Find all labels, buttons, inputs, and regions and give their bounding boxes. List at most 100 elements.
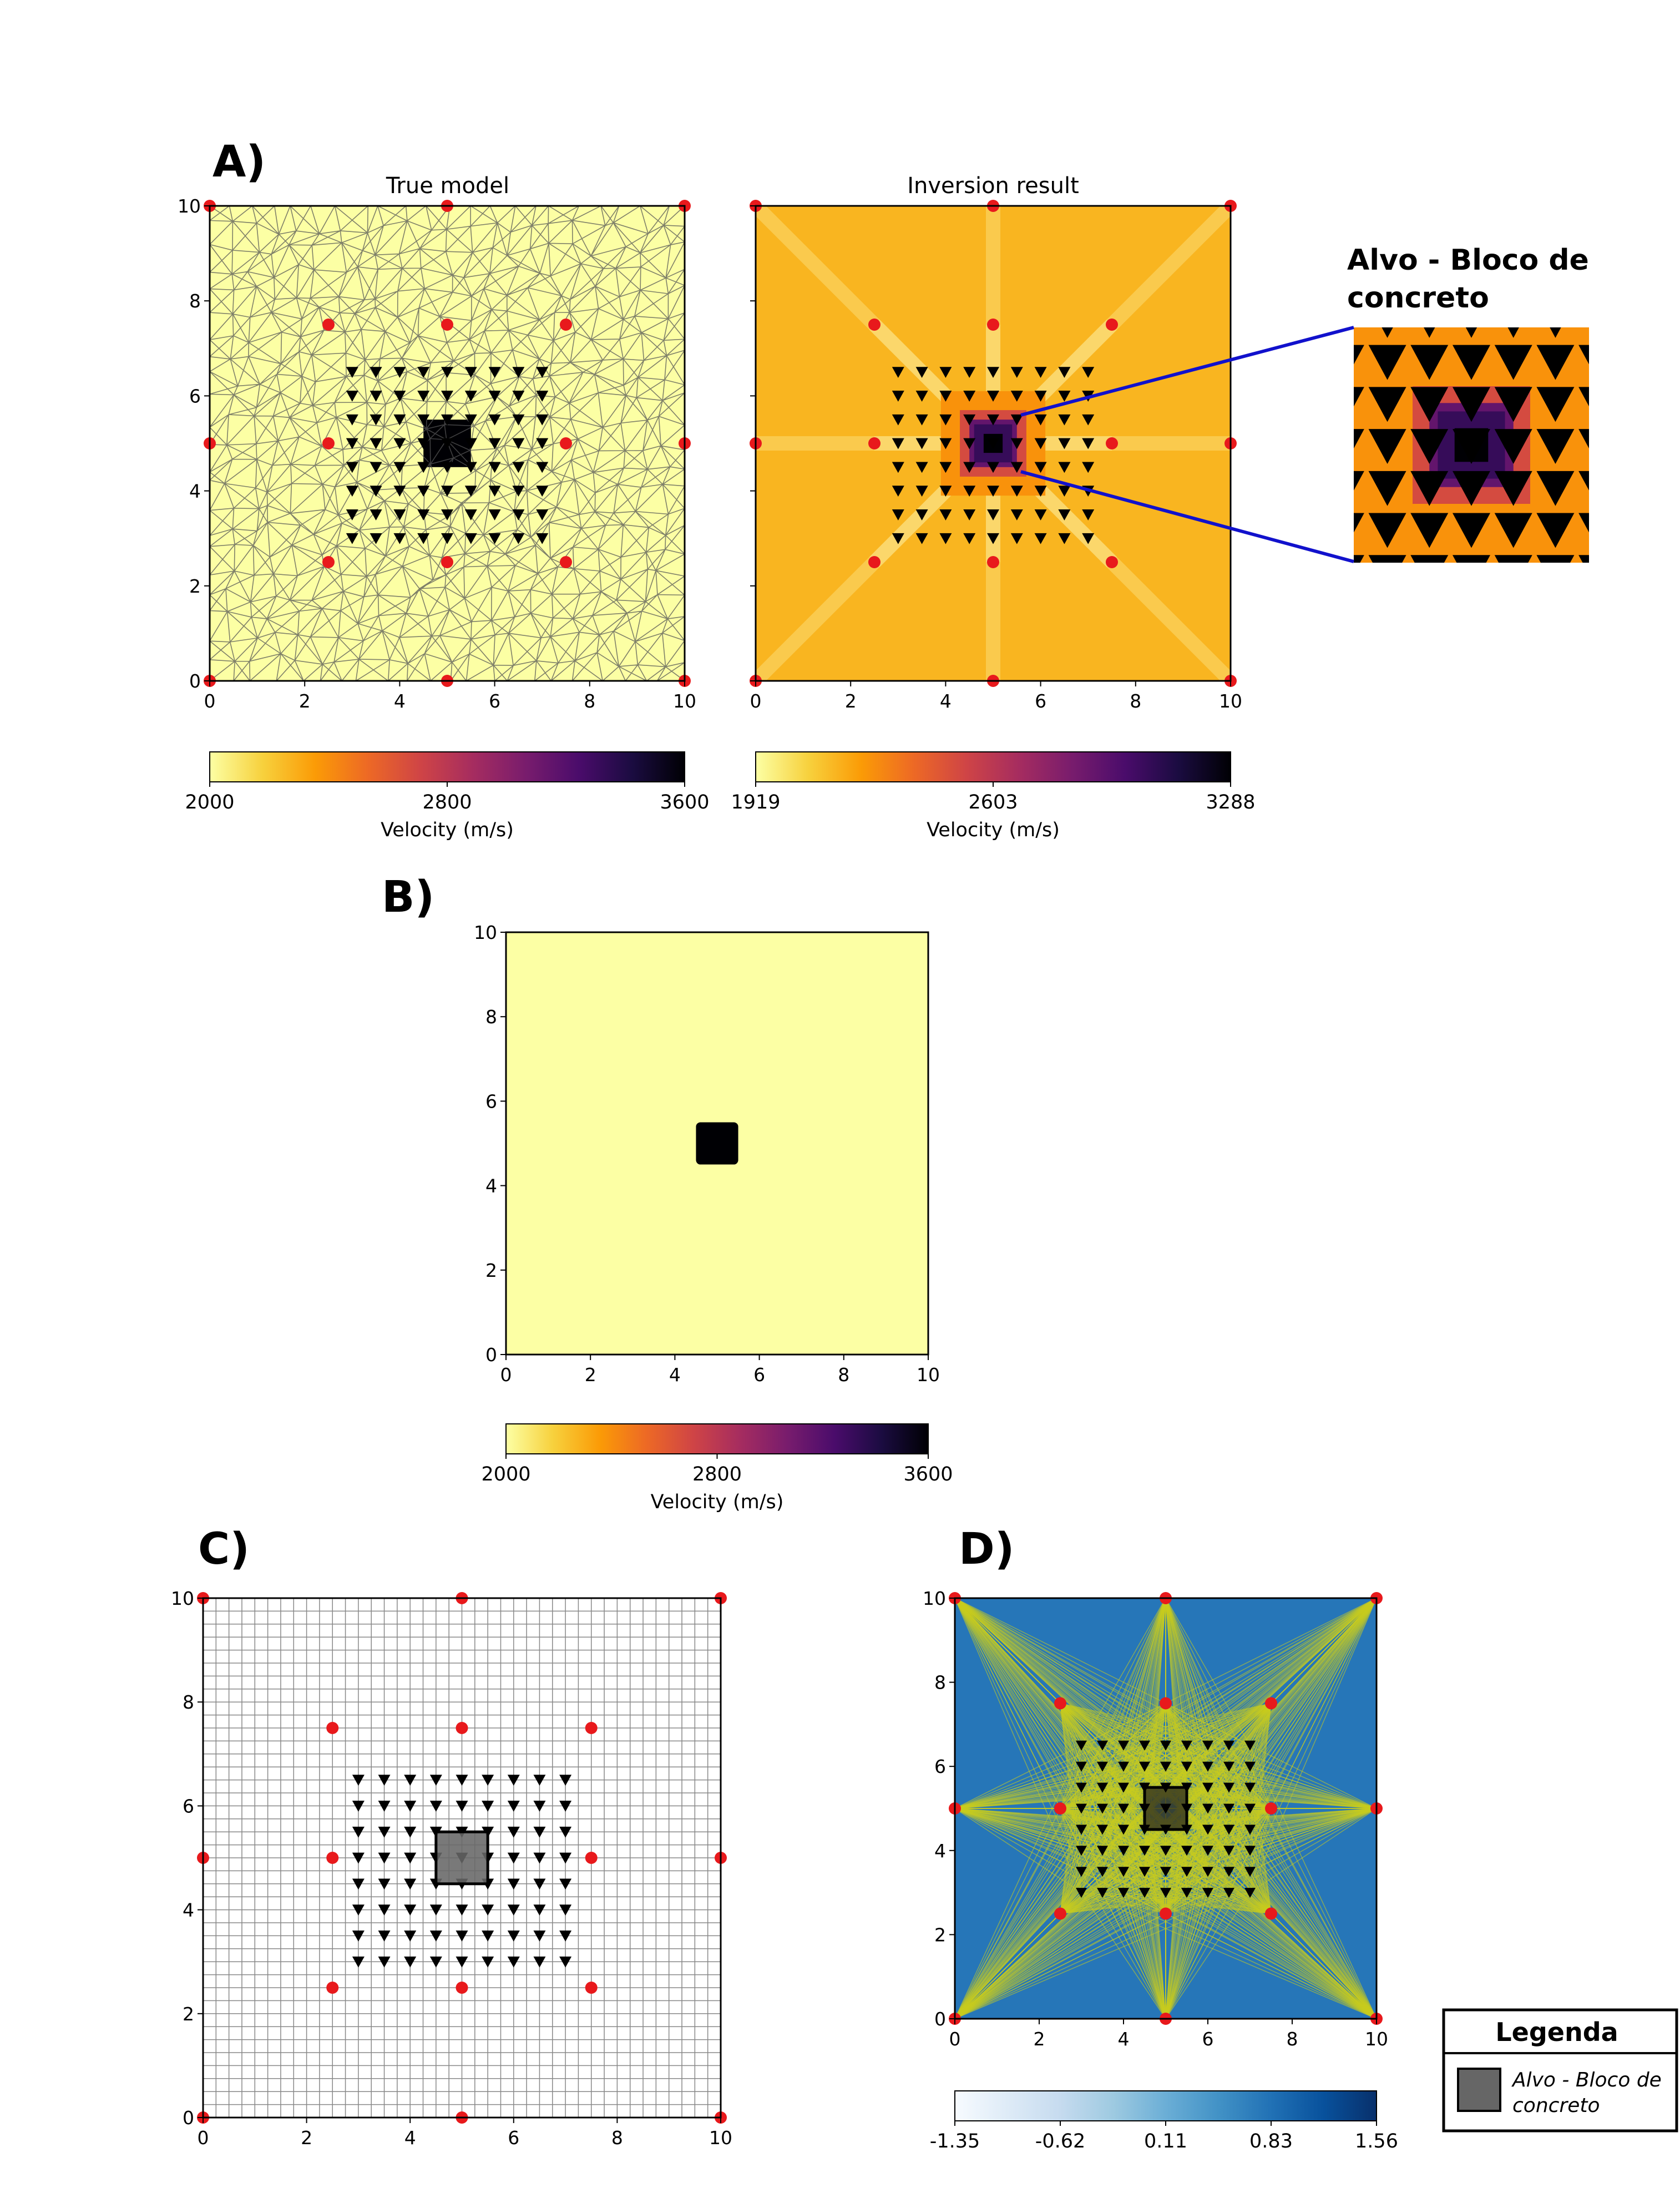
zoom-receiver-point <box>1494 513 1532 548</box>
zoom-receiver-point <box>1410 345 1449 380</box>
true-model-receiver-point <box>512 414 525 426</box>
inversion-receiver-point <box>1058 367 1071 378</box>
colorbar-tick-label: 2000 <box>185 791 234 813</box>
inversion-receiver-point <box>1034 533 1047 544</box>
panel-d-receiver-point <box>1118 1846 1129 1856</box>
panel-c-receiver-point <box>507 1904 520 1916</box>
inversion-source-point <box>868 437 881 449</box>
panel-c-source-point <box>456 1982 468 1994</box>
panel-d-receiver-point <box>1181 1782 1192 1793</box>
panel-c-ytick-label: 8 <box>183 1691 194 1713</box>
panel-c-receiver-point <box>429 1775 442 1786</box>
legend-item-line2: concreto <box>1512 2094 1600 2117</box>
colorbar-tick-label: 2800 <box>692 1463 742 1485</box>
panel-b-frame <box>505 931 929 1356</box>
true-model-receiver-point <box>370 367 382 378</box>
panel-d-receiver-point <box>1181 1761 1192 1772</box>
panel-c-source-point <box>585 1722 598 1734</box>
true-model-receiver-point <box>346 391 358 402</box>
true-model-xtick-label: 2 <box>299 690 311 712</box>
inversion-receiver-point <box>1082 438 1095 449</box>
panel-c-receiver-point <box>456 1801 468 1812</box>
inversion-receiver-point <box>1010 367 1023 378</box>
panel-c-receiver-point <box>559 1775 572 1786</box>
panel-d-ytick-label: 8 <box>934 1672 946 1694</box>
inversion-receiver-point <box>987 509 999 521</box>
panel-c-receiver-point <box>429 1801 442 1812</box>
true-model-receiver-point <box>464 391 477 402</box>
true-model-xtick-label: 8 <box>584 690 595 712</box>
zoom-receiver-point <box>1536 345 1575 380</box>
panel-d-receiver-point <box>1181 1846 1192 1856</box>
panel-d-xtick-label: 8 <box>1287 2028 1298 2050</box>
panel-d-xtick-label: 6 <box>1202 2028 1214 2050</box>
true-model-receiver-point <box>346 486 358 497</box>
zoom-receiver-point <box>1465 327 1477 338</box>
panel-c-source-point <box>456 1722 468 1734</box>
panel-b-xtick-label: 6 <box>753 1364 765 1386</box>
panel-b-colorbar: 2000 2800 3600 Velocity (m/s) <box>481 1423 953 1513</box>
inversion-result-colorbar: 1919 2603 3288 Velocity (m/s) <box>731 751 1256 841</box>
true-model-receiver-point <box>512 509 525 521</box>
colorbar-tick-label: 2603 <box>968 791 1018 813</box>
zoom-receiver-point <box>1354 555 1364 563</box>
inversion-source-point <box>987 556 999 568</box>
panel-c-receiver-point <box>404 1775 417 1786</box>
inversion-xtick-label: 0 <box>750 690 762 712</box>
panel-label-a: A) <box>212 137 266 187</box>
panel-d-xtick-label: 4 <box>1118 2028 1130 2050</box>
true-model-source-point <box>322 556 335 568</box>
panel-d-xtick-label: 2 <box>1034 2028 1045 2050</box>
true-model-ytick-label: 4 <box>189 481 201 502</box>
colorbar-gradient <box>209 751 685 782</box>
panel-c-receiver-point <box>456 1931 468 1942</box>
panel-d-receiver-point <box>1118 1782 1129 1793</box>
panel-b-xtick-label: 10 <box>917 1364 940 1386</box>
panel-d-receiver-point <box>1076 1782 1087 1793</box>
inversion-receiver-point <box>915 438 928 449</box>
panel-d-receiver-point <box>1097 1782 1108 1793</box>
true-model-receiver-point <box>488 486 501 497</box>
zoom-receiver-point <box>1536 471 1575 506</box>
true-model-receiver-point <box>464 509 477 521</box>
true-model-receiver-point <box>393 509 406 521</box>
panel-c-receiver-point <box>456 1956 468 1968</box>
panel-d-receiver-point <box>1244 1888 1256 1898</box>
inversion-receiver-point <box>939 462 952 473</box>
inversion-receiver-point <box>963 509 976 521</box>
panel-c-xtick-label: 6 <box>508 2127 519 2149</box>
panel-d-receiver-point <box>1076 1825 1087 1835</box>
true-model-receiver-point <box>370 462 382 473</box>
true-model-receiver-point <box>417 438 430 449</box>
panel-c-receiver-point <box>559 1852 572 1864</box>
colorbar-label: Velocity (m/s) <box>381 819 514 841</box>
true-model-receiver-point <box>441 438 453 449</box>
panel-d-receiver-point <box>1160 1888 1171 1898</box>
true-model-receiver-point <box>393 533 406 544</box>
panel-d-receiver-point <box>1097 1761 1108 1772</box>
inversion-receiver-point <box>1058 533 1071 544</box>
inversion-receiver-point <box>892 438 904 449</box>
panel-d-receiver-point <box>1097 1740 1108 1751</box>
true-model-receiver-point <box>512 462 525 473</box>
zoom-receiver-point <box>1410 555 1449 563</box>
zoom-connector-bottom <box>1020 470 1354 563</box>
panel-c-receiver-point <box>507 1826 520 1838</box>
true-model-receiver-point <box>441 533 453 544</box>
panel-d-receiver-point <box>1160 1740 1171 1751</box>
panel-c-receiver-point <box>507 1775 520 1786</box>
panel-d-receiver-point <box>1160 1761 1171 1772</box>
panel-d-ytick-label: 0 <box>934 2008 946 2030</box>
colorbar-tick-label: 0.83 <box>1249 2130 1293 2152</box>
inversion-receiver-point <box>892 367 904 378</box>
panel-b-ytick-label: 6 <box>485 1090 497 1112</box>
panel-c-ytick-label: 4 <box>183 1899 194 1921</box>
zoom-receiver-point <box>1368 345 1406 380</box>
panel-d-receiver-point <box>1097 1825 1108 1835</box>
panel-d-receiver-point <box>1160 1782 1171 1793</box>
panel-c-receiver-point <box>533 1775 546 1786</box>
zoom-receiver-point <box>1354 429 1364 448</box>
panel-d-receiver-point <box>1202 1761 1213 1772</box>
inversion-receiver-point <box>987 367 999 378</box>
panel-c-receiver-point <box>352 1931 365 1942</box>
